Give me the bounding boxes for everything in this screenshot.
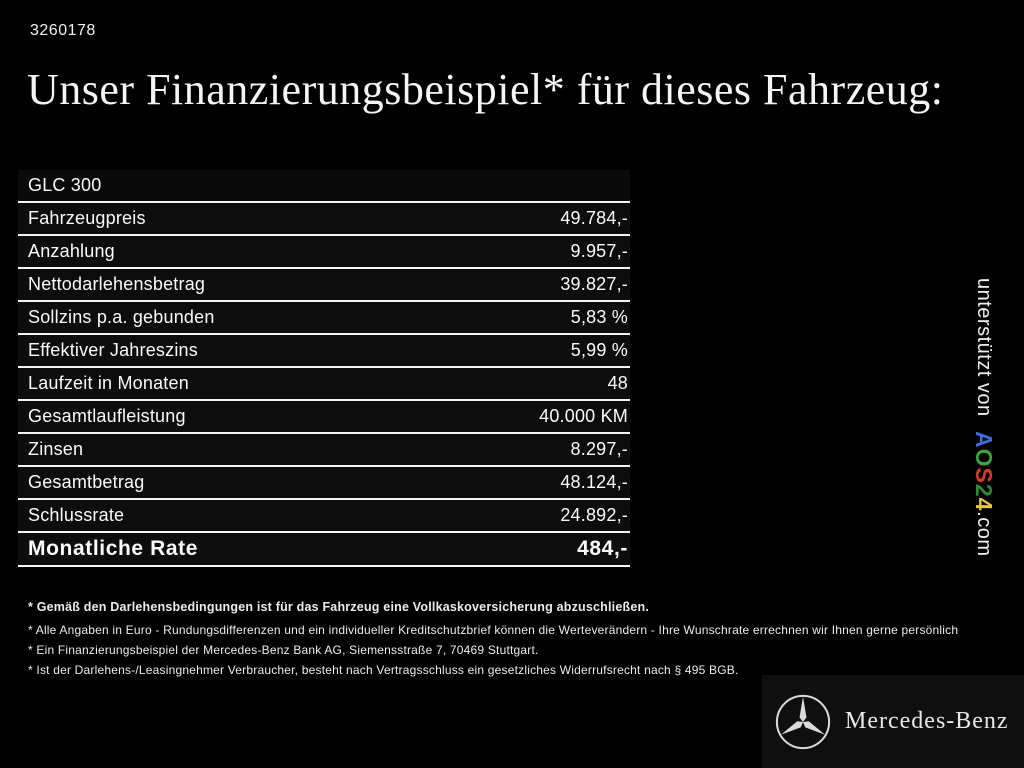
table-row: Laufzeit in Monaten 48 [18, 368, 630, 401]
row-value: 49.784,- [560, 208, 628, 228]
table-row: Gesamtlaufleistung 40.000 KM [18, 401, 630, 434]
row-label: Schlussrate [28, 505, 125, 525]
table-row: Nettodarlehensbetrag 39.827,- [18, 269, 630, 302]
row-label: Sollzins p.a. gebunden [28, 307, 215, 327]
row-label: Laufzeit in Monaten [28, 373, 189, 393]
row-value: 40.000 KM [539, 406, 628, 426]
aos24-letter: O [971, 448, 997, 468]
row-label: Gesamtlaufleistung [28, 406, 186, 426]
row-label: Gesamtbetrag [28, 472, 145, 492]
row-label: Zinsen [28, 439, 84, 459]
aos24-letter: A [971, 430, 997, 449]
table-row: Sollzins p.a. gebunden 5,83 % [18, 302, 630, 335]
financing-table: GLC 300 Fahrzeugpreis 49.784,- Anzahlung… [18, 170, 630, 567]
row-label: Fahrzeugpreis [28, 208, 146, 228]
table-row: Zinsen 8.297,- [18, 434, 630, 467]
footnote-euro-disclaimer: * Alle Angaben in Euro - Rundungsdiffere… [28, 623, 959, 637]
table-row-monthly-rate: Monatliche Rate 484,- [18, 533, 630, 567]
aos24-letter: 4 [971, 497, 997, 512]
footnote-insurance: * Gemäß den Darlehensbedingungen ist für… [28, 600, 650, 614]
table-row: Gesamtbetrag 48.124,- [18, 467, 630, 500]
row-value: 5,83 % [570, 307, 628, 327]
row-value: 9.957,- [570, 241, 628, 261]
footnotes: * Gemäß den Darlehensbedingungen ist für… [28, 600, 993, 683]
row-value: 8.297,- [570, 439, 628, 459]
vehicle-id: 3260178 [30, 22, 96, 39]
supported-by-label: unterstützt von [973, 278, 995, 417]
table-row: Anzahlung 9.957,- [18, 236, 630, 269]
row-label: Anzahlung [28, 241, 115, 261]
mercedes-benz-star-icon [775, 694, 831, 749]
table-row: Fahrzeugpreis 49.784,- [18, 203, 630, 236]
row-value: 48 [607, 373, 628, 393]
aos24-letter: 2 [971, 483, 997, 498]
model-name: GLC 300 [28, 175, 102, 195]
table-row-model: GLC 300 [18, 170, 630, 203]
aos24-logo: AOS24 [971, 431, 997, 511]
row-value: 48.124,- [560, 472, 628, 492]
aos24-domain-suffix: .com [973, 511, 995, 557]
monthly-rate-value: 484,- [577, 537, 628, 560]
aos24-letter: S [971, 467, 997, 484]
page-title: Unser Finanzierungsbeispiel* für dieses … [27, 65, 944, 114]
row-value: 39.827,- [560, 274, 628, 294]
row-label: Effektiver Jahreszins [28, 340, 198, 360]
table-row: Effektiver Jahreszins 5,99 % [18, 335, 630, 368]
table-row: Schlussrate 24.892,- [18, 500, 630, 533]
footnote-bank: * Ein Finanzierungsbeispiel der Mercedes… [28, 643, 539, 657]
row-value: 5,99 % [570, 340, 628, 360]
monthly-rate-label: Monatliche Rate [28, 537, 199, 560]
footnote-widerrufsrecht: * Ist der Darlehens-/Leasingnehmer Verbr… [28, 663, 739, 677]
row-label: Nettodarlehensbetrag [28, 274, 206, 294]
row-value: 24.892,- [560, 505, 628, 525]
mercedes-benz-wordmark: Mercedes-Benz [845, 708, 1009, 734]
supported-by-vertical-text: unterstützt von AOS24.com [970, 278, 997, 556]
mercedes-benz-footer: Mercedes-Benz [762, 675, 1024, 768]
